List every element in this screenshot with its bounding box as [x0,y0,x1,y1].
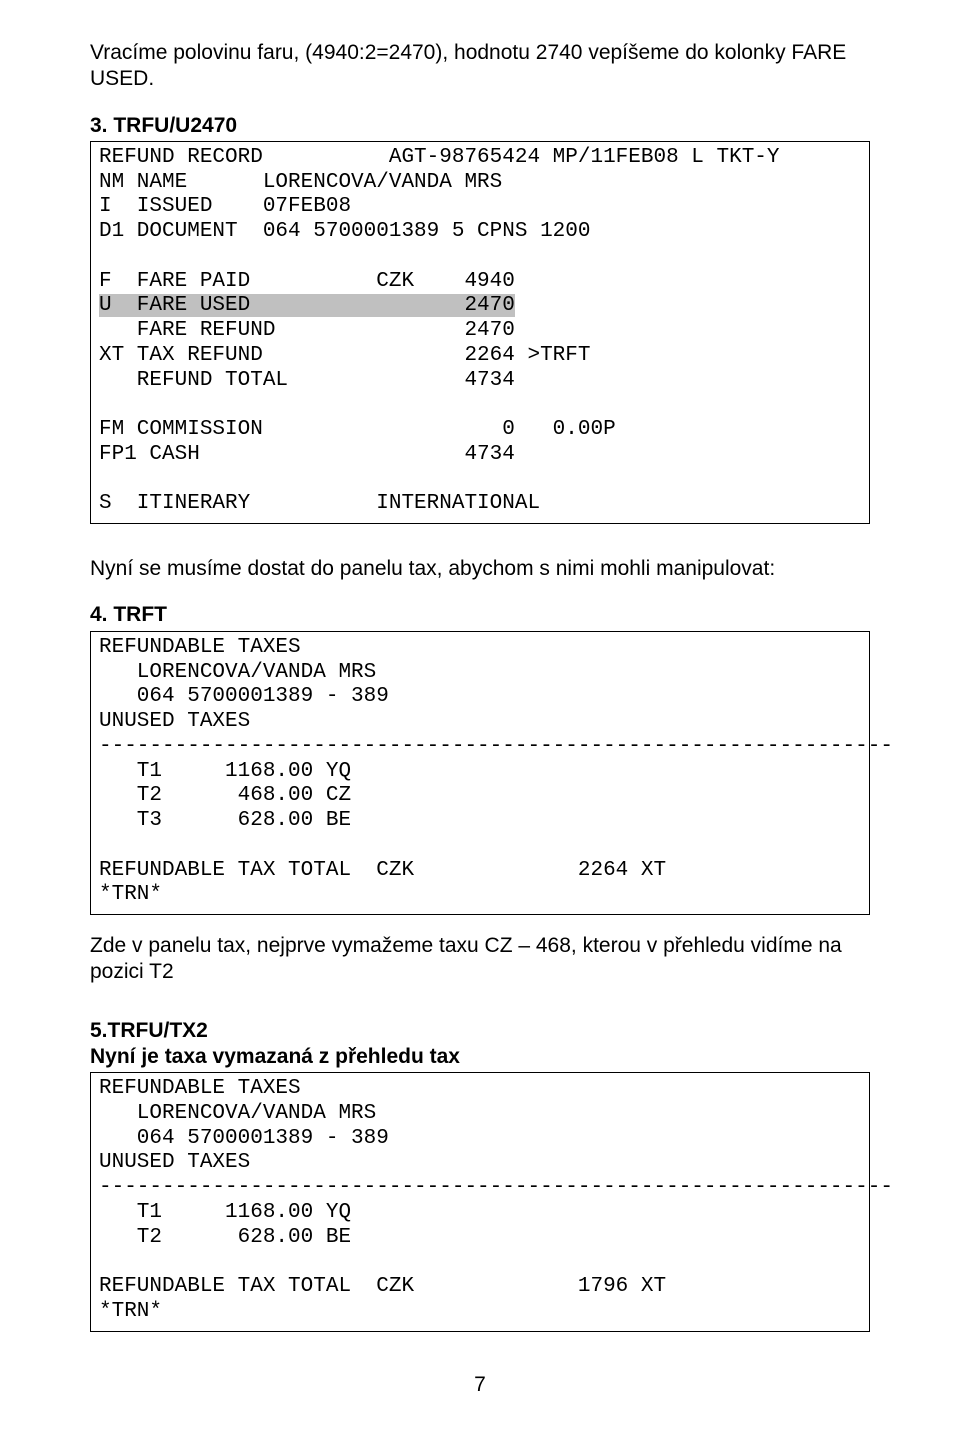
s5-l3: 064 5700001389 - 389 [99,1127,389,1150]
s3-l3: I ISSUED 07FEB08 [99,195,351,218]
s3-l1: REFUND RECORD AGT-98765424 MP/11FEB08 L … [99,146,780,169]
s4-l4: UNUSED TAXES [99,710,250,733]
s5-l7: T2 628.00 BE [99,1226,351,1249]
s3-l8: FARE REFUND 2470 [99,319,515,342]
section5-heading: 5.TRFU/TX2 [90,1018,870,1044]
page-number: 7 [90,1372,870,1398]
s3-l13: FP1 CASH 4734 [99,443,515,466]
s5-l9: REFUNDABLE TAX TOTAL CZK 1796 XT [99,1275,666,1298]
s4-l10: REFUNDABLE TAX TOTAL CZK 2264 XT [99,859,666,882]
intro-line2: USED. [90,67,154,90]
mid-paragraph: Nyní se musíme dostat do panelu tax, aby… [90,556,870,582]
s5-l1: REFUNDABLE TAXES [99,1077,301,1100]
s3-l12: FM COMMISSION 0 0.00P [99,418,616,441]
s4-l6: T1 1168.00 YQ [99,760,351,783]
s3-l7-highlight: U FARE USED 2470 [99,294,515,317]
intro-line1: Vracíme polovinu faru, (4940:2=2470), ho… [90,41,846,64]
s3-l6: F FARE PAID CZK 4940 [99,270,515,293]
section5-box: REFUNDABLE TAXES LORENCOVA/VANDA MRS 064… [90,1072,870,1332]
s3-l9: XT TAX REFUND 2264 >TRFT [99,344,590,367]
s4-l5: ----------------------------------------… [99,735,893,758]
section4-box: REFUNDABLE TAXES LORENCOVA/VANDA MRS 064… [90,631,870,915]
s5-l5: ----------------------------------------… [99,1176,893,1199]
s4-l8: T3 628.00 BE [99,809,351,832]
intro-paragraph: Vracíme polovinu faru, (4940:2=2470), ho… [90,40,870,93]
s5-l6: T1 1168.00 YQ [99,1201,351,1224]
section3-heading: 3. TRFU/U2470 [90,113,870,139]
section5-subheading: Nyní je taxa vymazaná z přehledu tax [90,1044,870,1070]
s5-l4: UNUSED TAXES [99,1151,250,1174]
mid-paragraph-2: Zde v panelu tax, nejprve vymažeme taxu … [90,933,870,986]
s3-l4: D1 DOCUMENT 064 5700001389 5 CPNS 1200 [99,220,590,243]
s3-l15: S ITINERARY INTERNATIONAL [99,492,540,515]
section3-box: REFUND RECORD AGT-98765424 MP/11FEB08 L … [90,141,870,524]
s4-l2: LORENCOVA/VANDA MRS [99,661,376,684]
s4-l11: *TRN* [99,883,162,906]
s4-l1: REFUNDABLE TAXES [99,636,301,659]
mid2-line1: Zde v panelu tax, nejprve vymažeme taxu … [90,934,842,957]
s3-l2: NM NAME LORENCOVA/VANDA MRS [99,171,502,194]
s5-l2: LORENCOVA/VANDA MRS [99,1102,376,1125]
section4-heading: 4. TRFT [90,602,870,628]
s4-l3: 064 5700001389 - 389 [99,685,389,708]
s4-l7: T2 468.00 CZ [99,784,351,807]
s3-l10: REFUND TOTAL 4734 [99,369,515,392]
mid2-line2: pozici T2 [90,960,174,983]
s5-l10: *TRN* [99,1300,162,1323]
